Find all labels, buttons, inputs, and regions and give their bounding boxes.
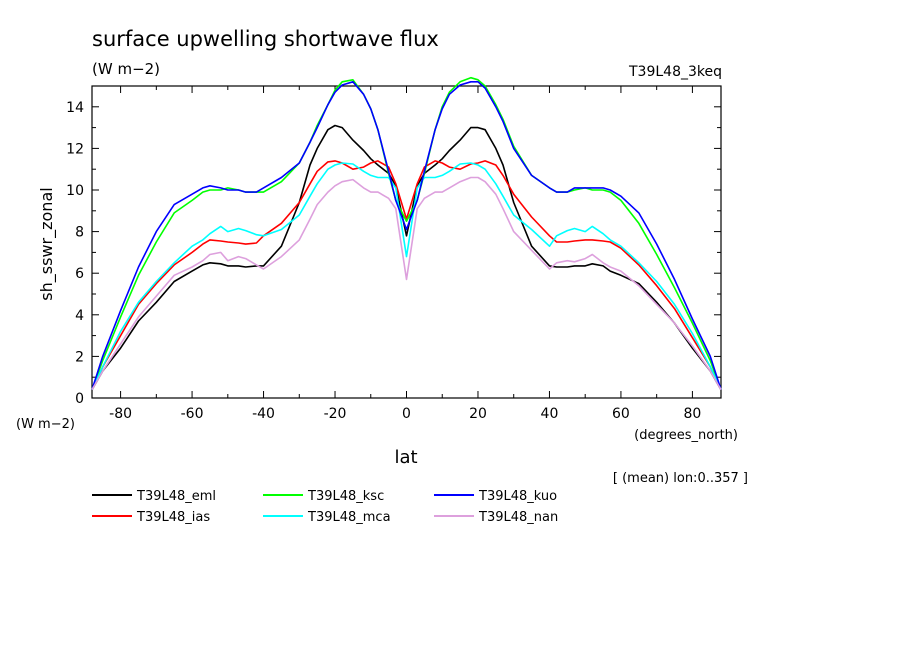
axes: -80 -60 -40 -20 0 20 40 60 80 0 2 4 6 8 10 12 14	[66, 85, 722, 422]
plot-frame	[91, 85, 722, 399]
x-tick-label: -80	[109, 406, 132, 422]
x-axis-label: lat	[394, 447, 417, 468]
x-tick-label: -40	[252, 406, 275, 422]
legend-label: T39L48_eml	[136, 489, 216, 504]
x-tick-label: 80	[683, 406, 701, 422]
legend-label: T39L48_ias	[136, 510, 210, 525]
y-tick-label: 6	[75, 266, 84, 282]
plot-lines	[91, 76, 722, 391]
x-tick-label: -60	[181, 406, 204, 422]
series-line-T39L48_mca	[91, 162, 722, 391]
y-tick-label: 12	[66, 141, 84, 157]
y-axis-units: (W m−2)	[16, 417, 75, 432]
y-tick-label: 10	[66, 183, 84, 199]
y-tick-label: 4	[75, 308, 84, 324]
legend: T39L48_eml T39L48_ias T39L48_ksc T39L48_mca…	[92, 489, 558, 525]
x-tick-label: 60	[612, 406, 630, 422]
y-tick-label: 0	[75, 391, 84, 407]
legend-label: T39L48_ksc	[307, 489, 384, 504]
series-line-T39L48_eml	[91, 124, 722, 391]
y-tick-label: 2	[75, 349, 84, 365]
y-tick-label: 14	[66, 100, 84, 116]
x-axis-units: (degrees_north)	[634, 428, 738, 443]
legend-label: T39L48_kuo	[478, 489, 557, 504]
legend-label: T39L48_nan	[478, 510, 558, 525]
title-units: (W m−2)	[92, 60, 160, 78]
chart-title: surface upwelling shortwave flux	[92, 27, 439, 51]
experiment-label: T39L48_3keq	[628, 64, 722, 80]
x-tick-label: 40	[541, 406, 559, 422]
y-axis-label: sh_sswr_zonal	[37, 187, 57, 300]
series-line-T39L48_kuo	[91, 81, 722, 390]
x-tick-label: 20	[469, 406, 487, 422]
x-tick-label: 0	[402, 406, 411, 422]
series-line-T39L48_nan	[91, 176, 722, 391]
series-line-T39L48_ias	[91, 160, 722, 391]
footnote: [ (mean) lon:0..357 ]	[613, 471, 748, 486]
y-tick-label: 8	[75, 225, 84, 241]
x-tick-label: -20	[324, 406, 347, 422]
legend-label: T39L48_mca	[307, 510, 391, 525]
